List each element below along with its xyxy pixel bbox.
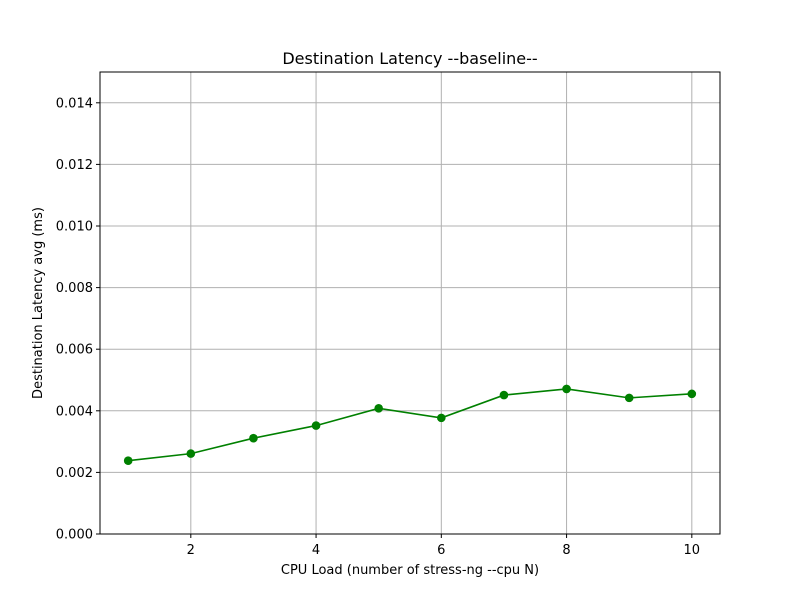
y-tick-label: 0.008 bbox=[56, 281, 93, 296]
plot-frame bbox=[99, 71, 721, 535]
x-axis-label: CPU Load (number of stress-ng --cpu N) bbox=[281, 563, 539, 578]
series-line bbox=[128, 388, 692, 462]
y-tick-label: 0.006 bbox=[56, 343, 93, 358]
data-point bbox=[687, 389, 697, 399]
data-point bbox=[123, 456, 133, 465]
chart-title: Destination Latency --baseline-- bbox=[282, 49, 537, 68]
x-tick-label: 10 bbox=[684, 543, 701, 558]
y-tick-label: 0.000 bbox=[56, 528, 93, 543]
y-tick-label: 0.014 bbox=[56, 96, 93, 111]
y-tick-label: 0.004 bbox=[56, 404, 93, 419]
data-point bbox=[624, 393, 634, 403]
x-tick-label: 6 bbox=[437, 543, 445, 558]
y-tick-label: 0.002 bbox=[56, 466, 93, 481]
y-axis-label: Destination Latency avg (ms) bbox=[31, 207, 46, 399]
data-point bbox=[562, 384, 571, 394]
x-tick-label: 2 bbox=[187, 543, 195, 558]
data-point bbox=[249, 433, 258, 443]
series-layer bbox=[123, 384, 697, 465]
x-tick-label: 8 bbox=[562, 543, 570, 558]
data-point bbox=[374, 404, 383, 413]
y-tick-label: 0.010 bbox=[56, 220, 93, 235]
grid-lines bbox=[100, 72, 720, 534]
data-point bbox=[437, 413, 446, 423]
axis-ticks: 2 4 6 8 10 0.000 0.002 0.004 0.006 0.008 0.010 0.01… bbox=[56, 96, 700, 558]
data-point bbox=[499, 390, 509, 400]
data-point bbox=[311, 421, 321, 430]
y-tick-label: 0.012 bbox=[56, 158, 93, 173]
data-point bbox=[186, 449, 196, 458]
x-tick-label: 4 bbox=[312, 543, 320, 558]
